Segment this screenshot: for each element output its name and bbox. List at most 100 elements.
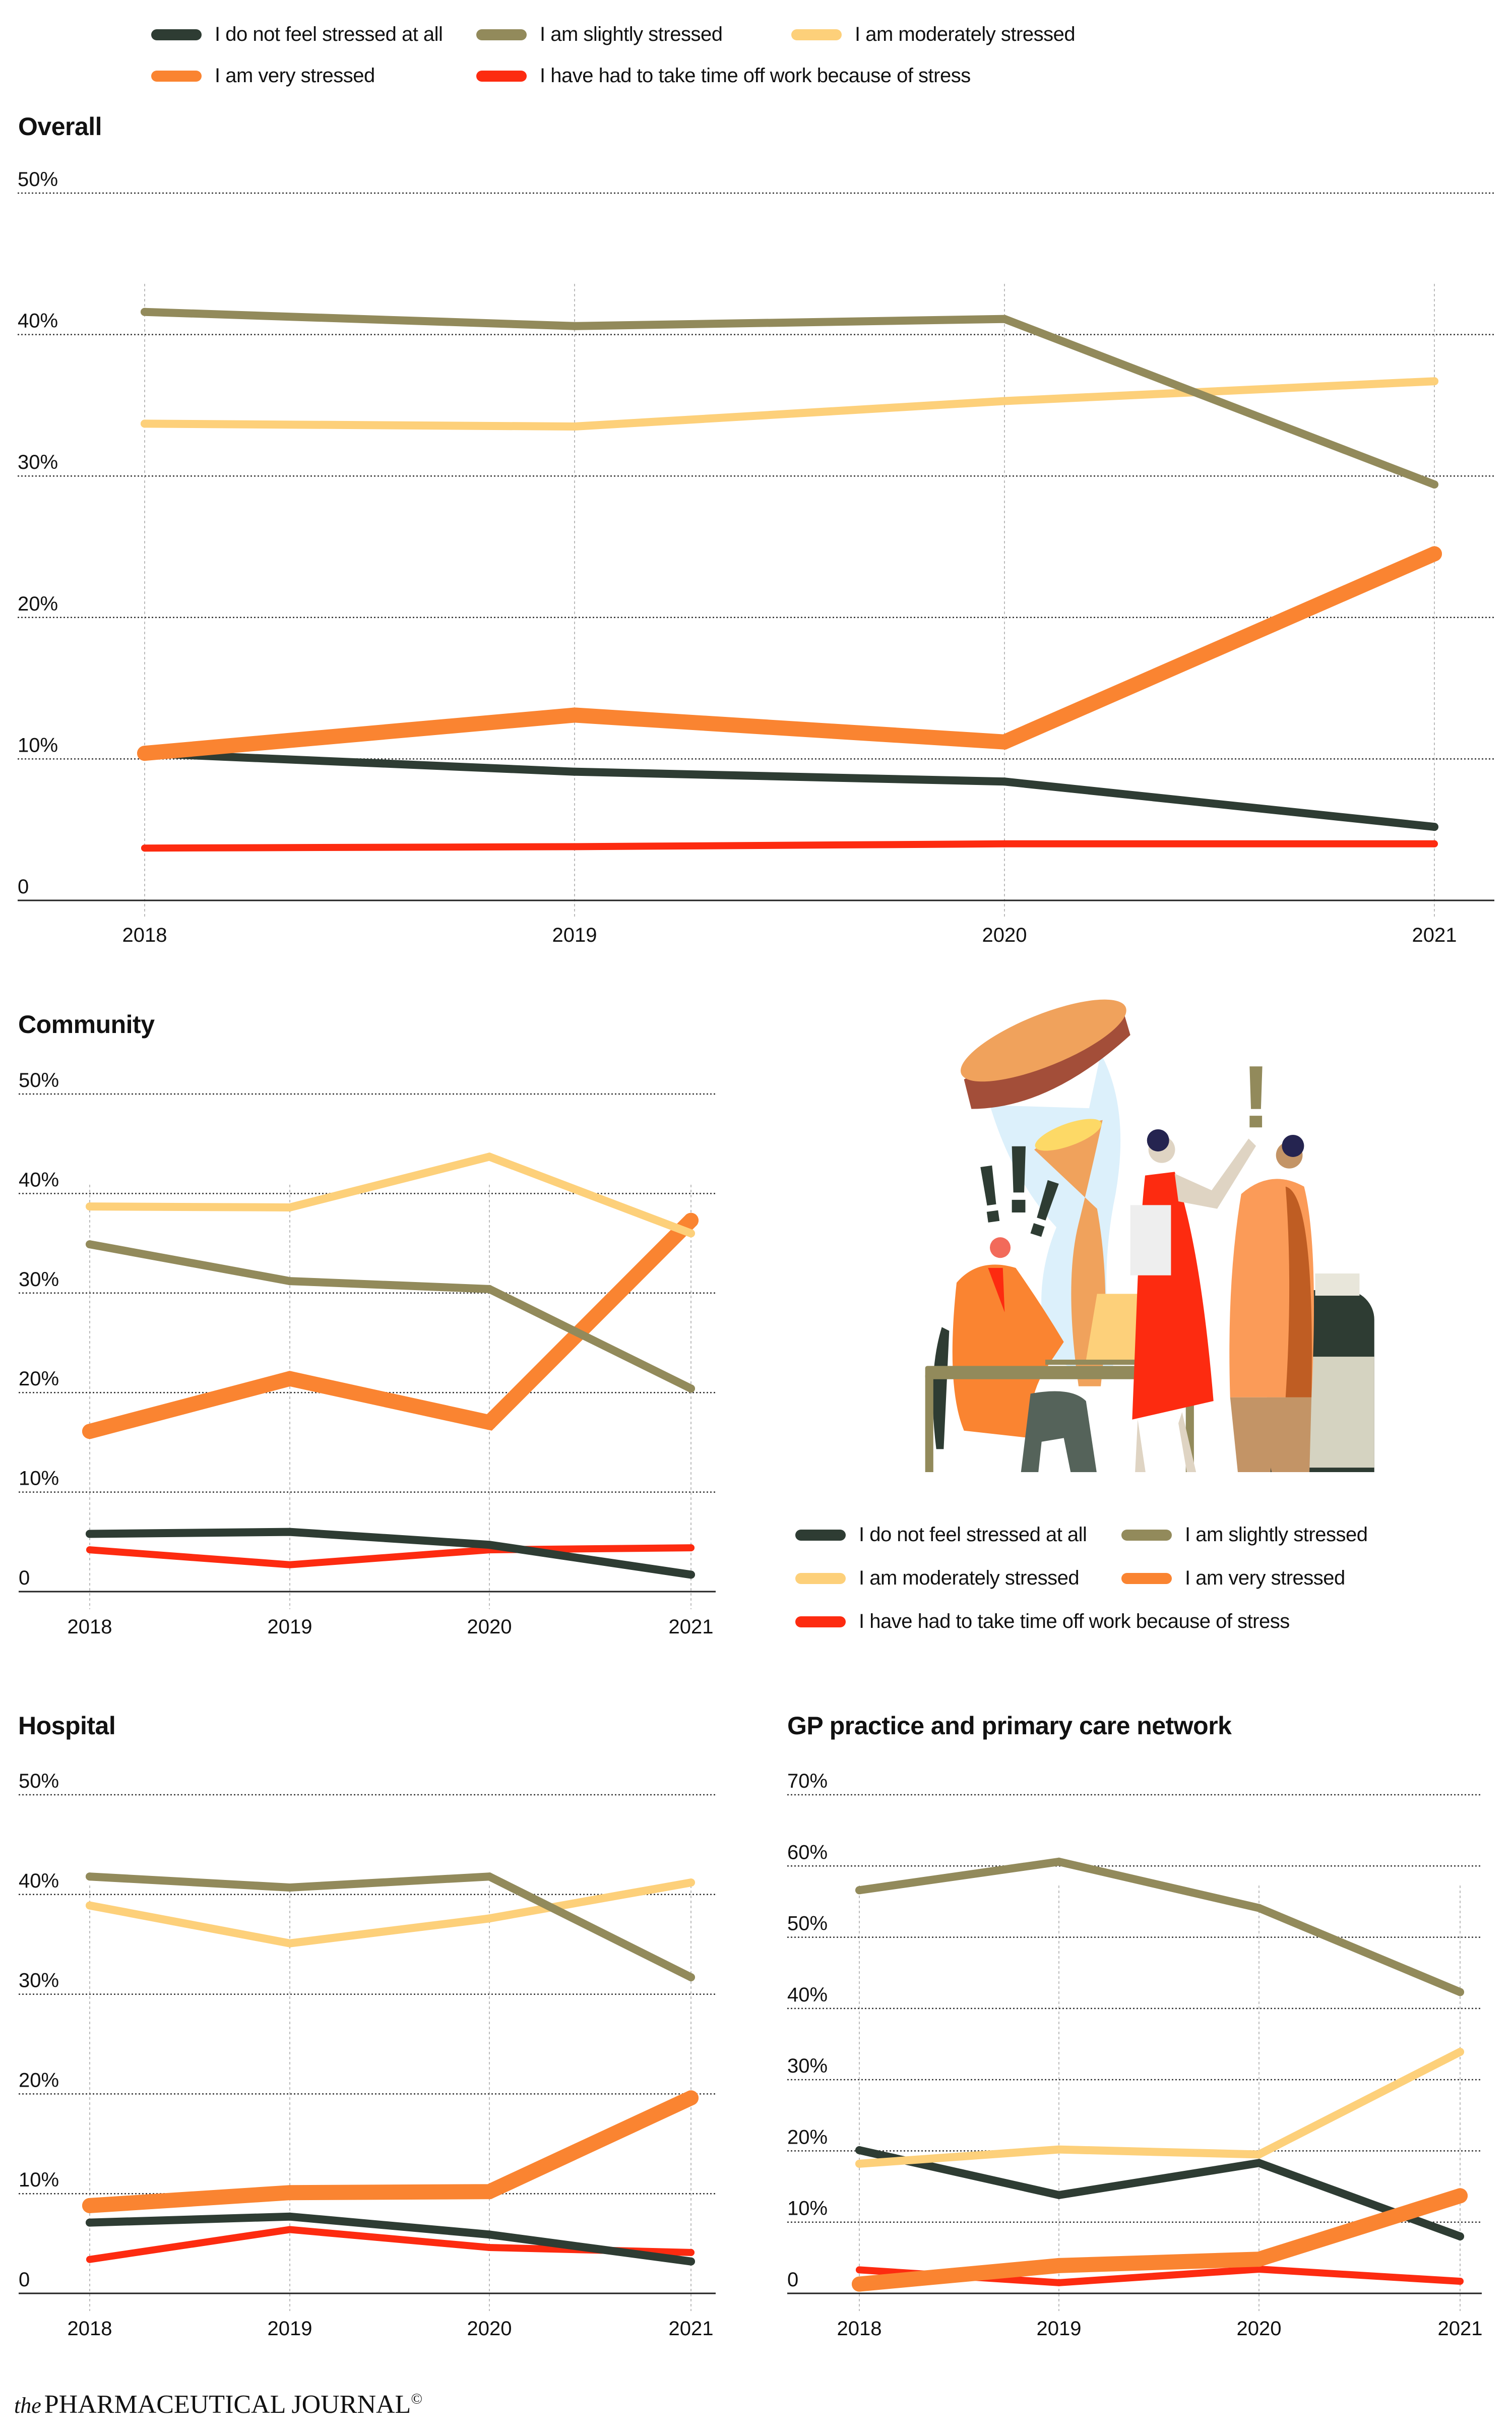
data-point (687, 1229, 695, 1238)
legend-item-slightly-stressed: I am slightly stressed (1121, 1524, 1368, 1546)
x-tick-label: 2018 (122, 924, 167, 946)
laptop-base (1045, 1359, 1149, 1365)
series-line (855, 2146, 1464, 2240)
data-point (86, 2218, 94, 2227)
data-point (687, 2248, 695, 2256)
x-tick-label: 2019 (268, 2318, 312, 2340)
data-point (1427, 546, 1442, 562)
woman-red-arm (1174, 1138, 1256, 1209)
data-point (141, 308, 149, 316)
legend-item-time-off: I have had to take time off work because… (476, 65, 971, 87)
legend-label: I have had to take time off work because… (540, 65, 971, 87)
y-tick-label: 20% (19, 2069, 59, 2091)
y-tick-label: 0 (19, 1567, 30, 1589)
medicine-jar-lid (1315, 1273, 1360, 1296)
logo-brand: PHARMACEUTICAL JOURNAL (44, 2390, 411, 2419)
data-point (485, 1872, 493, 1881)
data-point (683, 1212, 699, 1228)
legend-item-moderately-stressed: I am moderately stressed (791, 23, 1076, 46)
data-point (1430, 823, 1438, 831)
data-point (137, 746, 152, 761)
y-tick-label: 60% (787, 1841, 828, 1863)
y-tick-label: 40% (18, 310, 58, 332)
y-tick-label: 40% (19, 1169, 59, 1191)
y-tick-label: 70% (787, 1770, 828, 1792)
y-tick-label: 10% (19, 2169, 59, 2191)
data-point (571, 843, 578, 850)
data-point (286, 2226, 293, 2233)
woman-red-legs (1135, 1412, 1196, 1472)
legend-swatch (1121, 1529, 1172, 1541)
series-line (141, 749, 1438, 831)
data-point (485, 1152, 493, 1161)
data-point (286, 1883, 294, 1892)
data-point (286, 1528, 294, 1536)
x-tick-label: 2018 (68, 1616, 112, 1638)
data-point (86, 1240, 94, 1249)
data-point (856, 2266, 863, 2274)
data-point (1000, 315, 1009, 323)
exclamation-icon: ! (1003, 1126, 1035, 1233)
seated-man-legs (1021, 1391, 1097, 1472)
data-point (485, 1541, 493, 1549)
y-tick-label: 20% (18, 593, 58, 615)
y-tick-label: 40% (19, 1870, 59, 1892)
legend-label: I am very stressed (1185, 1567, 1345, 1589)
data-point (1055, 1857, 1063, 1866)
x-tick-label: 2018 (68, 2318, 112, 2340)
y-tick-label: 10% (787, 2198, 828, 2220)
chart-title-community: Community (18, 1010, 155, 1039)
x-tick-label: 2019 (268, 1616, 312, 1638)
x-tick-label: 2021 (669, 2318, 714, 2340)
series-line (852, 2188, 1468, 2292)
data-point (1055, 2145, 1063, 2154)
y-tick-label: 20% (19, 1368, 59, 1390)
series-line (86, 1872, 695, 1981)
series-line (86, 2212, 695, 2266)
legend-swatch (795, 1529, 846, 1541)
legend-item-very-stressed: I am very stressed (1121, 1567, 1345, 1590)
data-point (571, 322, 579, 330)
data-point (687, 1973, 695, 1981)
woman-red-hair (1147, 1129, 1169, 1151)
data-point (486, 2244, 493, 2251)
data-point (687, 2257, 695, 2266)
data-point (1000, 777, 1009, 786)
data-point (482, 1415, 497, 1430)
legend-label: I do not feel stressed at all (859, 1524, 1087, 1546)
chart-title-overall: Overall (18, 112, 102, 141)
logo-prefix: the (14, 2393, 41, 2418)
y-tick-label: 30% (787, 2055, 828, 2077)
y-tick-label: 30% (19, 1970, 59, 1992)
y-tick-label: 10% (18, 734, 58, 756)
data-point (86, 1872, 94, 1881)
data-point (1001, 840, 1008, 847)
data-point (86, 2256, 93, 2263)
seated-man-body (952, 1264, 1064, 1438)
legend-swatch (151, 29, 202, 40)
data-point (1255, 2150, 1263, 2159)
series-line (855, 2048, 1464, 2168)
legend-item-not-stressed: I do not feel stressed at all (795, 1524, 1087, 1546)
legend-label: I am very stressed (215, 65, 375, 87)
legend-swatch (795, 1572, 846, 1584)
data-point (282, 2185, 297, 2201)
data-point (1000, 397, 1009, 405)
desk (925, 1366, 1194, 1379)
exclamation-icon: ! (1241, 1048, 1271, 1146)
y-tick-label: 40% (787, 1984, 828, 2006)
x-tick-label: 2020 (467, 1616, 512, 1638)
data-point (1430, 480, 1438, 489)
data-point (1457, 2278, 1464, 2285)
series-line (86, 1544, 695, 1568)
data-point (1255, 1904, 1263, 1912)
data-point (482, 2184, 497, 2200)
data-point (1453, 2188, 1468, 2204)
y-tick-label: 0 (19, 2269, 30, 2291)
series-line (86, 1878, 695, 1948)
legend-swatch (476, 70, 527, 82)
y-tick-label: 30% (19, 1268, 59, 1291)
series-line (141, 377, 1438, 431)
data-point (687, 1878, 695, 1887)
